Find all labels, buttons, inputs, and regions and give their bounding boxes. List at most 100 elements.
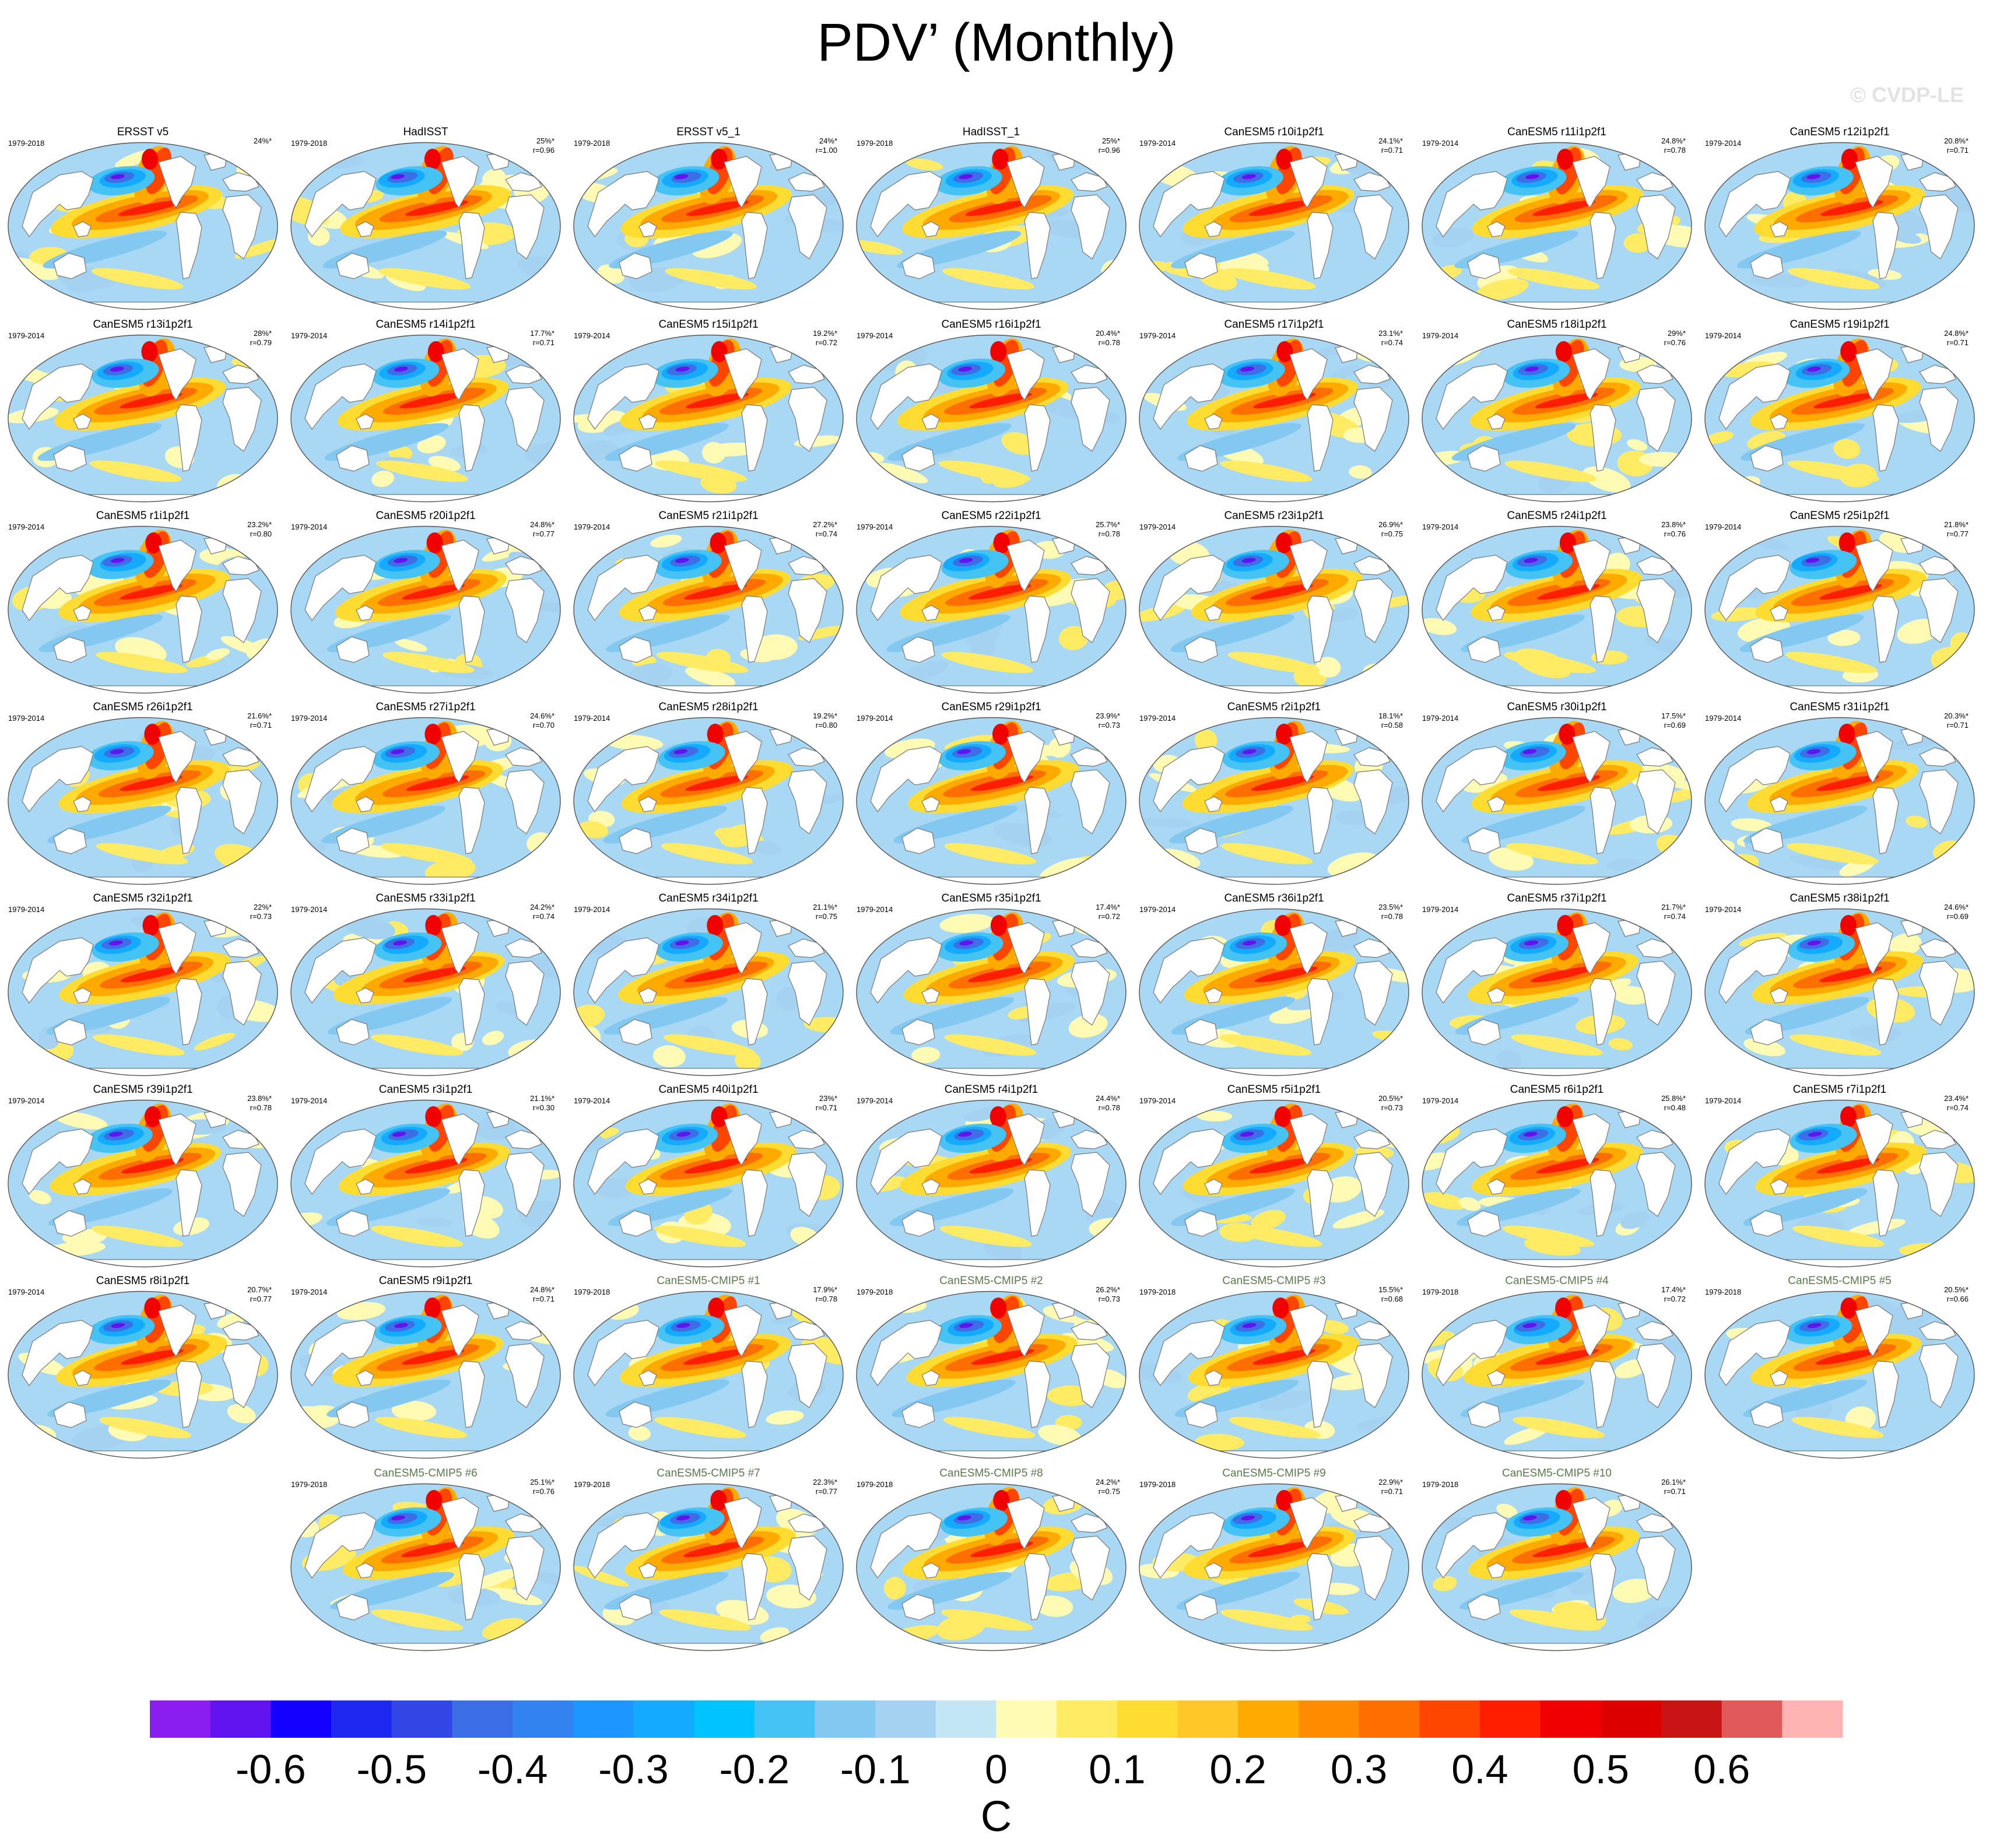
panel-pattern-correlation: r=0.74	[1946, 1103, 1969, 1112]
map-panel: HadISST_1 1979-2018 25%* r=0.96	[854, 122, 1128, 312]
land-mass	[1153, 1128, 1225, 1195]
land-mass	[1006, 1305, 1045, 1358]
panel-years: 1979-2018	[291, 1480, 328, 1489]
map-outline	[1704, 1099, 1975, 1268]
panel-variance-pct: 21.8%*	[1944, 520, 1969, 529]
anomaly-patch	[1583, 466, 1631, 493]
anomaly-patch	[1325, 607, 1358, 622]
land-mass	[641, 494, 782, 502]
land-mass	[1772, 685, 1913, 693]
map-field	[8, 142, 278, 310]
map-field	[1705, 335, 1974, 502]
land-mass	[1919, 556, 1956, 576]
panel-years: 1979-2014	[291, 1096, 328, 1105]
land-mass	[921, 413, 940, 430]
colorbar-swatch	[391, 1700, 452, 1738]
alaska-coast-warm	[993, 532, 1010, 553]
north-pacific-cold-core	[1242, 1323, 1257, 1328]
map-panel: CanESM5 r7i1p2f1 1979-2014 23.4%* r=0.74	[1703, 1080, 1977, 1270]
pdv-pattern-map	[573, 142, 844, 310]
land-mass	[1206, 685, 1348, 693]
warm-tongue-core	[683, 1541, 746, 1558]
panel-title: CanESM5 r4i1p2f1	[944, 1083, 1038, 1096]
land-mass	[1487, 1370, 1506, 1386]
panel-variance-pct: 23.8%*	[247, 1094, 272, 1103]
map-field	[291, 717, 560, 885]
alaska-coast-warm	[1838, 724, 1855, 745]
land-mass	[924, 1450, 1065, 1458]
panel-variance-pct: 23.2%*	[247, 520, 272, 529]
map-outline	[290, 908, 561, 1076]
pdv-pattern-map	[1422, 334, 1692, 503]
panel-years: 1979-2014	[1422, 714, 1459, 723]
land-mass	[741, 595, 768, 663]
anomaly-patch	[1349, 465, 1372, 479]
colorbar-swatch	[1419, 1700, 1480, 1738]
panel-variance-pct: 20.5%*	[1378, 1094, 1403, 1103]
colorbar-tick-label: 0.4	[1451, 1747, 1508, 1792]
land-mass	[1489, 1259, 1630, 1267]
panel-variance-pct: 24%*	[819, 136, 837, 145]
land-mass	[638, 605, 657, 621]
land-mass	[505, 1535, 545, 1601]
land-mass	[1153, 555, 1225, 622]
land-mass	[1206, 1259, 1348, 1267]
land-mass	[1436, 937, 1508, 1004]
map-panel: CanESM5 r19i1p2f1 1979-2014 24.8%* r=0.71	[1703, 315, 1977, 504]
alaska-coast-warm	[1276, 149, 1293, 170]
map-field	[291, 142, 560, 310]
map-panel: CanESM5-CMIP5 #10 1979-2018 26.1%* r=0.71	[1420, 1464, 1694, 1653]
anomaly-patch	[1422, 1192, 1468, 1210]
map-panel: CanESM5 r23i1p2f1 1979-2014 26.9%* r=0.75	[1137, 506, 1411, 696]
land-mass	[1770, 1179, 1788, 1195]
land-mass	[1489, 1643, 1630, 1651]
land-mass	[1071, 172, 1108, 192]
land-mass	[1353, 1321, 1391, 1341]
land-mass	[1636, 769, 1676, 834]
panel-years: 1979-2014	[291, 331, 328, 340]
colorbar-swatch	[1479, 1700, 1541, 1738]
map-panel: CanESM5 r10i1p2f1 1979-2014 24.1%* r=0.71	[1137, 122, 1411, 312]
watermark: © CVDP-LE	[1850, 83, 1964, 107]
panel-title: CanESM5 r9i1p2f1	[378, 1275, 473, 1287]
land-mass	[222, 769, 262, 834]
land-mass	[788, 1152, 827, 1217]
warm-tongue-core	[969, 1158, 1032, 1174]
land-mass	[724, 156, 762, 209]
north-pacific-cold-core	[1522, 1323, 1537, 1328]
panel-variance-pct: 25%*	[536, 136, 555, 145]
pdv-pattern-map	[290, 525, 561, 694]
map-field	[291, 1484, 560, 1651]
map-outline	[1139, 908, 1409, 1076]
land-mass	[901, 636, 935, 663]
south-pacific-warm-band	[1229, 1416, 1321, 1439]
warm-tongue-core	[968, 584, 1031, 600]
anomaly-patch	[482, 1030, 504, 1046]
land-mass	[788, 1130, 825, 1149]
panel-pattern-correlation: r=0.77	[815, 1487, 837, 1496]
land-mass	[304, 746, 377, 813]
colorbar-swatch	[694, 1700, 755, 1738]
map-outline	[1422, 1291, 1692, 1459]
land-mass	[1636, 172, 1673, 192]
land-mass	[1718, 746, 1791, 813]
land-mass	[1572, 922, 1610, 975]
alaska-coast-warm	[710, 1490, 727, 1511]
panel-variance-pct: 21.1%*	[813, 903, 837, 911]
panel-pattern-correlation: r=0.72	[815, 338, 837, 347]
land-mass	[1919, 1321, 1956, 1341]
land-mass	[1919, 1152, 1959, 1217]
land-mass	[1436, 363, 1508, 430]
panel-years: 1979-2014	[1705, 714, 1742, 723]
warm-tongue-core	[1813, 392, 1877, 409]
land-mass	[1024, 1553, 1051, 1621]
land-mass	[1071, 1513, 1108, 1533]
land-mass	[222, 172, 259, 192]
panel-pattern-correlation: r=0.69	[1946, 912, 1969, 921]
north-pacific-cold-core	[675, 940, 689, 946]
map-panel: CanESM5 r17i1p2f1 1979-2014 23.1%* r=0.74	[1137, 315, 1411, 504]
land-mass	[1353, 578, 1393, 643]
warm-tongue-core	[684, 966, 747, 983]
panel-pattern-correlation: r=0.73	[1098, 721, 1120, 730]
colorbar-swatch	[875, 1700, 936, 1738]
